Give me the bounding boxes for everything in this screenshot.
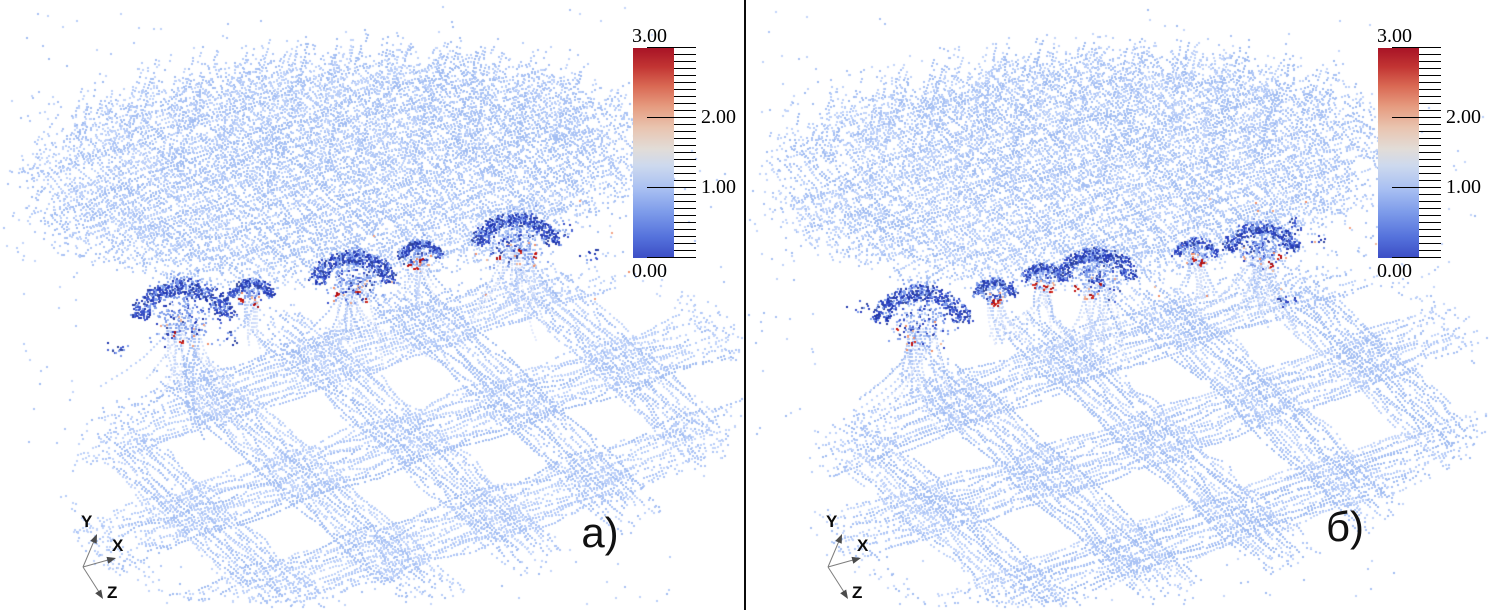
colorbar-tick-label-2: 2.00 xyxy=(701,106,736,128)
colorbar-min-label: 0.00 xyxy=(632,260,667,282)
colorbar-max-label: 3.00 xyxy=(632,25,667,47)
orientation-axes: Y X Z xyxy=(28,498,138,610)
panel-label-a: а) xyxy=(581,509,619,556)
colorbar-gradient xyxy=(633,48,674,258)
axis-label-y: Y xyxy=(826,512,838,531)
panel-b: 3.00 2.00 1.00 0.00 Y X Z б) xyxy=(745,0,1490,610)
axis-label-z: Z xyxy=(852,583,863,602)
colorbar-tick-label-1: 1.00 xyxy=(1446,176,1481,198)
colorbar: 3.00 2.00 1.00 0.00 xyxy=(632,25,765,282)
axes-arrows-icon xyxy=(82,534,116,599)
axis-label-x: X xyxy=(857,536,869,555)
axis-label-z: Z xyxy=(107,583,118,602)
panel-a: 3.00 2.00 1.00 0.00 Y X Z а) xyxy=(28,25,736,610)
orientation-axes: Y X Z xyxy=(773,498,883,610)
colorbar-min-label: 0.00 xyxy=(1377,260,1412,282)
panel-label-b: б) xyxy=(1325,503,1365,550)
colorbar-gradient xyxy=(1378,48,1419,258)
colorbar-tick-label-2: 2.00 xyxy=(1446,106,1481,128)
colorbar-tick-label-1: 1.00 xyxy=(701,176,736,198)
colorbar-ticks xyxy=(1392,47,1441,258)
axes-arrows-icon xyxy=(827,534,861,599)
panel-divider xyxy=(744,0,746,610)
axis-label-y: Y xyxy=(81,512,93,531)
axis-label-x: X xyxy=(112,536,124,555)
colorbar: 3.00 2.00 1.00 0.00 xyxy=(1377,25,1490,282)
colorbar-max-label: 3.00 xyxy=(1377,25,1412,47)
colorbar-ticks xyxy=(647,47,696,258)
